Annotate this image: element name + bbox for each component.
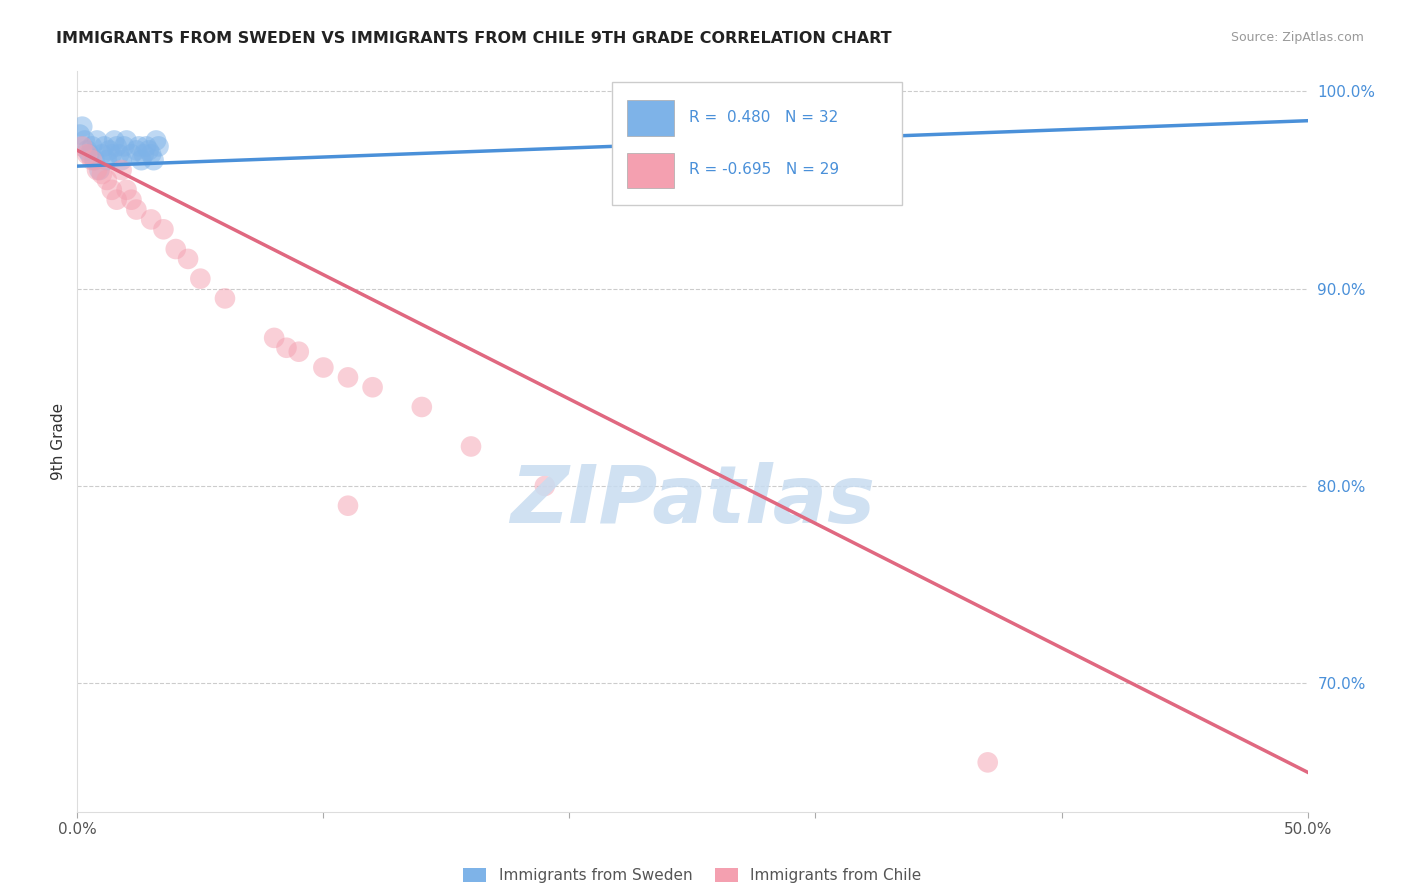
Point [111, 153, 132, 168]
Point [121, 147, 143, 161]
Point [263, 331, 285, 345]
Y-axis label: 9th Grade: 9th Grade [51, 403, 66, 480]
Point [977, 756, 1000, 770]
Point [70, 120, 93, 134]
Point [460, 440, 482, 454]
Point [76, 144, 98, 158]
Point [411, 400, 433, 414]
Point [115, 183, 138, 197]
Point [141, 147, 163, 161]
Point [111, 163, 132, 178]
Point [132, 147, 155, 161]
Point [86, 133, 108, 147]
Point [82, 139, 104, 153]
Point [82, 153, 104, 168]
Point [138, 144, 160, 158]
Point [125, 144, 148, 158]
Point [105, 193, 128, 207]
FancyBboxPatch shape [627, 153, 673, 188]
FancyBboxPatch shape [627, 100, 673, 136]
Point [165, 242, 187, 256]
Point [90, 147, 114, 161]
Point [69, 128, 91, 142]
Point [112, 139, 135, 153]
Point [101, 147, 124, 161]
Point [177, 252, 200, 266]
Point [70, 139, 93, 153]
Point [214, 292, 236, 306]
Point [103, 133, 125, 147]
Point [312, 360, 335, 375]
Point [86, 163, 108, 178]
Point [101, 183, 124, 197]
Point [337, 370, 360, 384]
Point [93, 139, 115, 153]
Point [135, 139, 157, 153]
Text: IMMIGRANTS FROM SWEDEN VS IMMIGRANTS FROM CHILE 9TH GRADE CORRELATION CHART: IMMIGRANTS FROM SWEDEN VS IMMIGRANTS FRO… [56, 31, 891, 46]
Text: Source: ZipAtlas.com: Source: ZipAtlas.com [1230, 31, 1364, 45]
Text: ZIPatlas: ZIPatlas [510, 462, 875, 540]
Point [288, 344, 311, 359]
Point [141, 212, 163, 227]
Point [76, 147, 98, 161]
Text: R = -0.695   N = 29: R = -0.695 N = 29 [689, 162, 839, 178]
Point [534, 479, 557, 493]
Point [276, 341, 298, 355]
Point [145, 133, 167, 147]
Point [96, 153, 118, 168]
Point [190, 271, 212, 285]
Point [108, 147, 131, 161]
Point [125, 202, 148, 217]
Point [152, 222, 174, 236]
Text: R =  0.480   N = 32: R = 0.480 N = 32 [689, 110, 838, 125]
Point [98, 144, 121, 158]
Point [115, 133, 138, 147]
Point [128, 139, 150, 153]
Point [96, 173, 118, 187]
Point [79, 147, 101, 161]
Point [83, 153, 105, 168]
Point [337, 499, 360, 513]
Point [361, 380, 384, 394]
Legend: Immigrants from Sweden, Immigrants from Chile: Immigrants from Sweden, Immigrants from … [457, 862, 928, 889]
Point [121, 193, 143, 207]
Point [105, 139, 128, 153]
Point [148, 139, 170, 153]
Point [89, 163, 111, 178]
FancyBboxPatch shape [613, 82, 901, 204]
Point [142, 153, 165, 168]
Point [73, 133, 96, 147]
Point [830, 113, 852, 128]
Point [90, 167, 114, 181]
Point [131, 153, 153, 168]
